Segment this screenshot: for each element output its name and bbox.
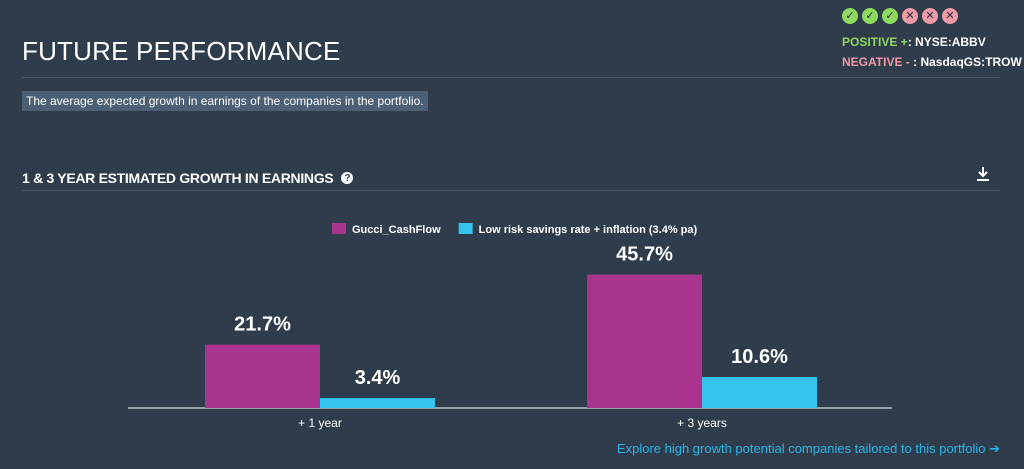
section-description: The average expected growth in earnings … xyxy=(22,91,428,111)
data-label-2-1: 3.4% xyxy=(355,367,401,389)
check-pass-icon-2: ✓ xyxy=(862,8,878,24)
page-title: FUTURE PERFORMANCE xyxy=(22,36,341,66)
legend-label-2: Low risk savings rate + inflation (3.4% … xyxy=(479,224,698,236)
legend-swatch-2 xyxy=(458,223,473,234)
section-divider xyxy=(22,190,1000,191)
download-icon[interactable] xyxy=(975,166,991,182)
bar-1-2 xyxy=(587,274,702,408)
negative-label: NEGATIVE - xyxy=(842,55,910,69)
arrow-right-icon: ➔ xyxy=(989,441,1000,456)
section-heading-text: 1 & 3 YEAR ESTIMATED GROWTH IN EARNINGS xyxy=(22,170,334,186)
check-pass-icon-3: ✓ xyxy=(882,8,898,24)
positive-value: : NYSE:ABBV xyxy=(907,35,986,49)
x-tick-label-2: + 3 years xyxy=(677,416,727,430)
bar-1-1 xyxy=(205,344,320,408)
bar-2-2 xyxy=(702,377,817,408)
bar-2-1 xyxy=(320,398,435,408)
legend-label-1: Gucci_CashFlow xyxy=(352,224,441,236)
check-badges: ✓ ✓ ✓ ✕ ✕ ✕ xyxy=(842,8,958,24)
check-fail-icon-5: ✕ xyxy=(922,8,938,24)
positive-label: POSITIVE + xyxy=(842,35,908,49)
data-label-1-1: 21.7% xyxy=(234,314,291,336)
check-pass-icon-1: ✓ xyxy=(842,8,858,24)
check-fail-icon-4: ✕ xyxy=(902,8,918,24)
data-label-1-2: 45.7% xyxy=(616,244,673,266)
help-icon[interactable]: ? xyxy=(341,172,354,184)
explore-link-text: Explore high growth potential companies … xyxy=(616,441,986,456)
positive-check-row: POSITIVE +: NYSE:ABBV xyxy=(842,35,986,49)
legend-swatch-1 xyxy=(332,223,346,234)
title-divider xyxy=(22,77,1000,78)
check-fail-icon-6: ✕ xyxy=(942,8,958,24)
earnings-growth-chart: Gucci_CashFlow Low risk savings rate + in… xyxy=(128,223,892,430)
negative-value: : NasdaqGS:TROW xyxy=(909,55,1022,69)
negative-check-row: NEGATIVE - : NasdaqGS:TROW xyxy=(842,55,1022,69)
section-heading: 1 & 3 YEAR ESTIMATED GROWTH IN EARNINGS … xyxy=(22,170,354,186)
data-label-2-2: 10.6% xyxy=(731,346,788,368)
x-tick-label-1: + 1 year xyxy=(298,416,342,430)
explore-growth-link[interactable]: Explore high growth potential companies … xyxy=(617,441,1000,457)
